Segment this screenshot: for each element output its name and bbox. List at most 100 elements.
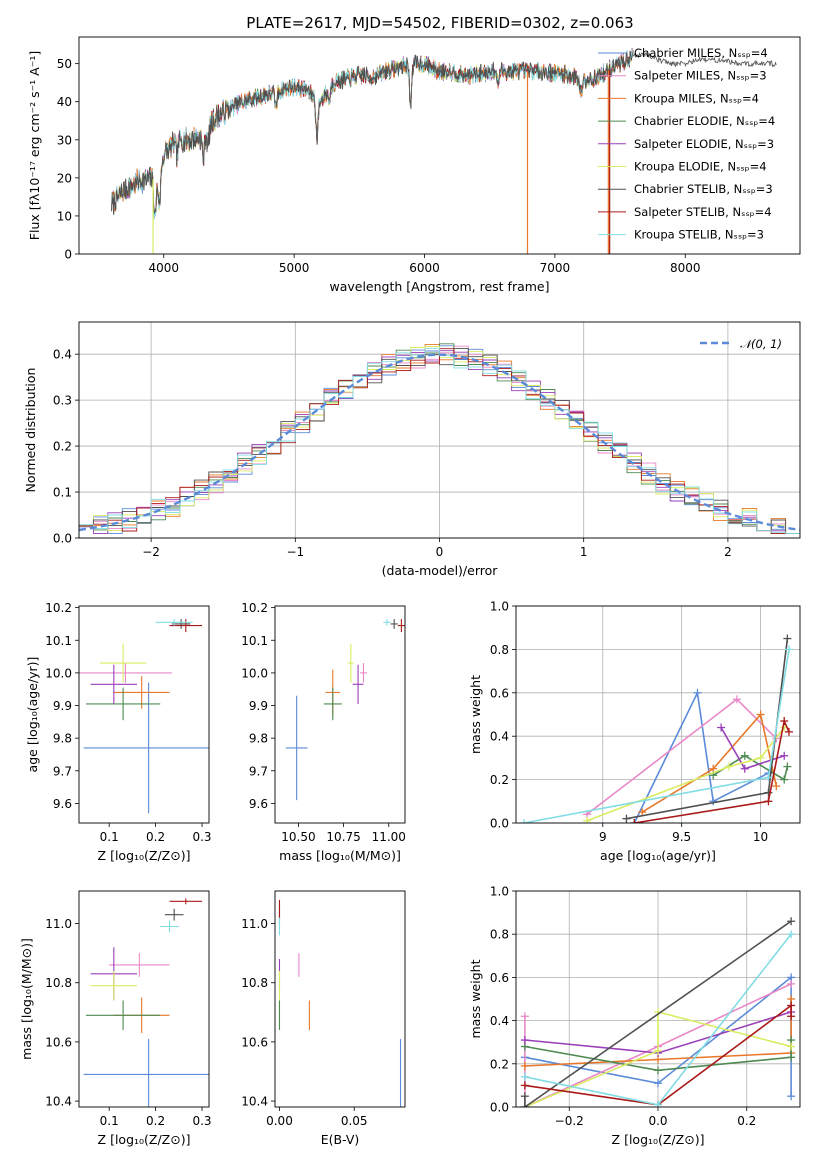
weight-vs-Z-ytick-label: 0.4 bbox=[490, 1014, 509, 1028]
weight-vs-age-series-2 bbox=[641, 712, 778, 813]
gaussian-curve bbox=[79, 353, 800, 532]
age-vs-Z-ytick-label: 9.6 bbox=[53, 797, 72, 811]
spectrum-legend-entry-5: Kroupa ELODIE, Nₛₛₚ=4 bbox=[634, 160, 767, 174]
weight-vs-age-plot-area bbox=[519, 634, 793, 823]
weight-vs-age-marker-2-0 bbox=[638, 808, 647, 817]
spectrum-xtick-label: 6000 bbox=[409, 261, 440, 275]
weight-vs-age-xlabel: age [log₁₀(age/yr)] bbox=[600, 848, 716, 863]
residuals-xtick-label: −2 bbox=[142, 545, 160, 559]
weight-vs-age-marker-7-0 bbox=[630, 819, 639, 823]
weight-vs-Z-series-5 bbox=[524, 1010, 792, 1107]
weight-vs-Z-ytick-label: 0.0 bbox=[490, 1101, 509, 1115]
weight-vs-Z-xlabel: Z [log₁₀(Z/Z⊙)] bbox=[612, 1132, 705, 1147]
mass-vs-ebv-ytick-label: 11.0 bbox=[241, 917, 268, 931]
weight-vs-Z-ytick-label: 0.2 bbox=[490, 1057, 509, 1071]
weight-vs-Z-marker-8-0 bbox=[520, 1072, 529, 1081]
age-vs-mass-ytick-label: 9.9 bbox=[249, 699, 268, 713]
residuals-plot-area bbox=[79, 343, 800, 538]
weight-vs-Z-marker-7-2 bbox=[787, 1001, 796, 1010]
mass-vs-Z-xlabel: Z [log₁₀(Z/Z⊙)] bbox=[98, 1132, 191, 1147]
weight-vs-age-marker-0-2 bbox=[709, 797, 718, 806]
spectrum-legend-entry-4: Salpeter ELODIE, Nₛₛₚ=3 bbox=[634, 137, 774, 151]
age-vs-Z-ytick-label: 9.9 bbox=[53, 699, 72, 713]
spectrum-xtick-label: 5000 bbox=[279, 261, 310, 275]
age-vs-Z-ytick-label: 10.2 bbox=[45, 601, 72, 615]
weight-vs-age-marker-7-3 bbox=[784, 727, 793, 736]
age-vs-mass-point-7 bbox=[397, 619, 405, 633]
weight-vs-age-marker-5-0 bbox=[583, 816, 591, 823]
spectrum-legend: Chabrier MILES, Nₛₛₚ=4 Salpeter MILES, Nₛ… bbox=[598, 46, 775, 242]
spectrum-ytick-label: 20 bbox=[57, 171, 72, 185]
spectrum-legend-entry-6: Chabrier STELIB, Nₛₛₚ=3 bbox=[634, 182, 773, 196]
residuals-legend: 𝒩(0, 1) bbox=[700, 337, 782, 351]
weight-vs-Z-plot-area bbox=[520, 917, 796, 1107]
weight-vs-Z-marker-4-0 bbox=[520, 1036, 529, 1045]
age-vs-Z-xtick-label: 0.3 bbox=[192, 830, 211, 844]
spectrum-ytick-label: 50 bbox=[57, 57, 72, 71]
mass-vs-ebv-ytick-label: 10.6 bbox=[241, 1035, 268, 1049]
age-vs-mass-frame bbox=[274, 605, 406, 824]
mass-vs-Z-xtick-label: 0.1 bbox=[100, 1114, 119, 1128]
age-vs-Z-point-5 bbox=[99, 643, 147, 683]
age-vs-Z-xlabel: Z [log₁₀(Z/Z⊙)] bbox=[98, 848, 191, 863]
weight-vs-Z-ytick-label: 1.0 bbox=[490, 885, 509, 899]
age-vs-mass-axes: 10.50 10.75 11.00 9.6 9.7 9.8 9.9 10.0 10.1 10.2 m… bbox=[241, 601, 406, 863]
residuals-ylabel: Normed distribution bbox=[23, 368, 38, 493]
age-vs-Z-axes: 0.1 0.2 0.3 9.6 9.7 9.8 9.9 10.0 10.1 10.2 Z [log₁… bbox=[25, 601, 212, 863]
residuals-xlabel: (data-model)/error bbox=[382, 563, 499, 578]
age-vs-mass-point-0 bbox=[285, 695, 308, 801]
weight-vs-Z-series-2 bbox=[524, 999, 792, 1067]
mass-vs-ebv-ytick-label: 10.8 bbox=[241, 976, 268, 990]
weight-vs-age-marker-3-2 bbox=[780, 775, 789, 784]
mass-vs-ebv-xtick-label: 0.00 bbox=[266, 1114, 293, 1128]
weight-vs-Z-marker-7-3 bbox=[787, 1012, 796, 1021]
weight-vs-age-marker-6-2 bbox=[783, 634, 792, 643]
mass-vs-Z-ytick-label: 10.6 bbox=[45, 1035, 72, 1049]
spectrum-model-extension bbox=[632, 51, 777, 68]
weight-vs-age-marker-4-1 bbox=[740, 764, 749, 773]
weight-vs-age-marker-7-2 bbox=[780, 717, 789, 726]
mass-vs-Z-ylabel: mass [log₁₀(M/M⊙)] bbox=[19, 938, 34, 1060]
weight-vs-age-frame bbox=[515, 605, 801, 824]
weight-vs-age-ytick-label: 0.0 bbox=[490, 817, 509, 831]
weight-vs-age-ylabel: mass weight bbox=[468, 675, 483, 754]
weight-vs-Z-marker-6-1 bbox=[520, 1103, 529, 1107]
weight-vs-Z-marker-2-0 bbox=[520, 1061, 529, 1070]
spectrum-title: PLATE=2617, MJD=54502, FIBERID=0302, z=0… bbox=[246, 14, 633, 32]
mass-vs-ebv-ytick-label: 10.4 bbox=[241, 1095, 268, 1109]
age-vs-mass-xtick-label: 10.50 bbox=[281, 830, 315, 844]
weight-vs-age-xtick-label: 10 bbox=[753, 830, 768, 844]
age-vs-mass-plot-area bbox=[285, 619, 405, 801]
spectrum-ytick-label: 10 bbox=[57, 209, 72, 223]
age-vs-Z-ytick-label: 10.0 bbox=[45, 666, 72, 680]
residuals-xtick-label: −1 bbox=[286, 545, 304, 559]
mass-vs-Z-xtick-label: 0.2 bbox=[146, 1114, 165, 1128]
age-vs-mass-ytick-label: 9.6 bbox=[249, 797, 268, 811]
weight-vs-Z-series-7 bbox=[524, 1003, 792, 1106]
weight-vs-age-series-7 bbox=[634, 718, 790, 823]
age-vs-Z-point-4 bbox=[90, 664, 138, 704]
age-vs-Z-ylabel: age [log₁₀(age/yr)] bbox=[25, 657, 40, 773]
weight-vs-Z-xtick-label: 0.2 bbox=[737, 1114, 756, 1128]
age-vs-mass-ytick-label: 9.8 bbox=[249, 732, 268, 746]
weight-vs-Z-marker-5-3 bbox=[787, 1042, 796, 1051]
weight-vs-Z-marker-7-0 bbox=[520, 1081, 529, 1090]
mass-vs-ebv-plot-area bbox=[278, 899, 402, 1107]
spectrum-xtick-label: 7000 bbox=[540, 261, 571, 275]
mass-vs-Z-frame bbox=[78, 890, 210, 1108]
weight-vs-age-marker-6-0 bbox=[622, 814, 631, 823]
age-vs-Z-xtick-label: 0.1 bbox=[100, 830, 119, 844]
mass-vs-Z-ytick-label: 11.0 bbox=[45, 917, 72, 931]
mass-vs-Z-xtick-label: 0.3 bbox=[192, 1114, 211, 1128]
age-vs-Z-point-6 bbox=[171, 619, 191, 629]
weight-vs-Z-marker-8-1 bbox=[654, 1100, 662, 1107]
residuals-xtick-label: 0 bbox=[436, 545, 444, 559]
spectrum-ylabel: Flux [fλ10⁻¹⁷ erg cm⁻² s⁻¹ A⁻¹] bbox=[27, 51, 42, 240]
weight-vs-Z-marker-1-0 bbox=[520, 1012, 529, 1021]
weight-vs-Z-marker-5-1 bbox=[654, 1046, 662, 1055]
weight-vs-age-series-0 bbox=[633, 690, 769, 823]
weight-vs-Z-marker-0-1 bbox=[654, 1079, 662, 1088]
spectrum-axes: 4000 5000 6000 7000 8000 0 10 20 30 40 50 wavelengt… bbox=[27, 36, 801, 294]
mass-vs-Z-point-8 bbox=[160, 920, 179, 933]
mass-vs-Z-point-7 bbox=[169, 898, 203, 905]
